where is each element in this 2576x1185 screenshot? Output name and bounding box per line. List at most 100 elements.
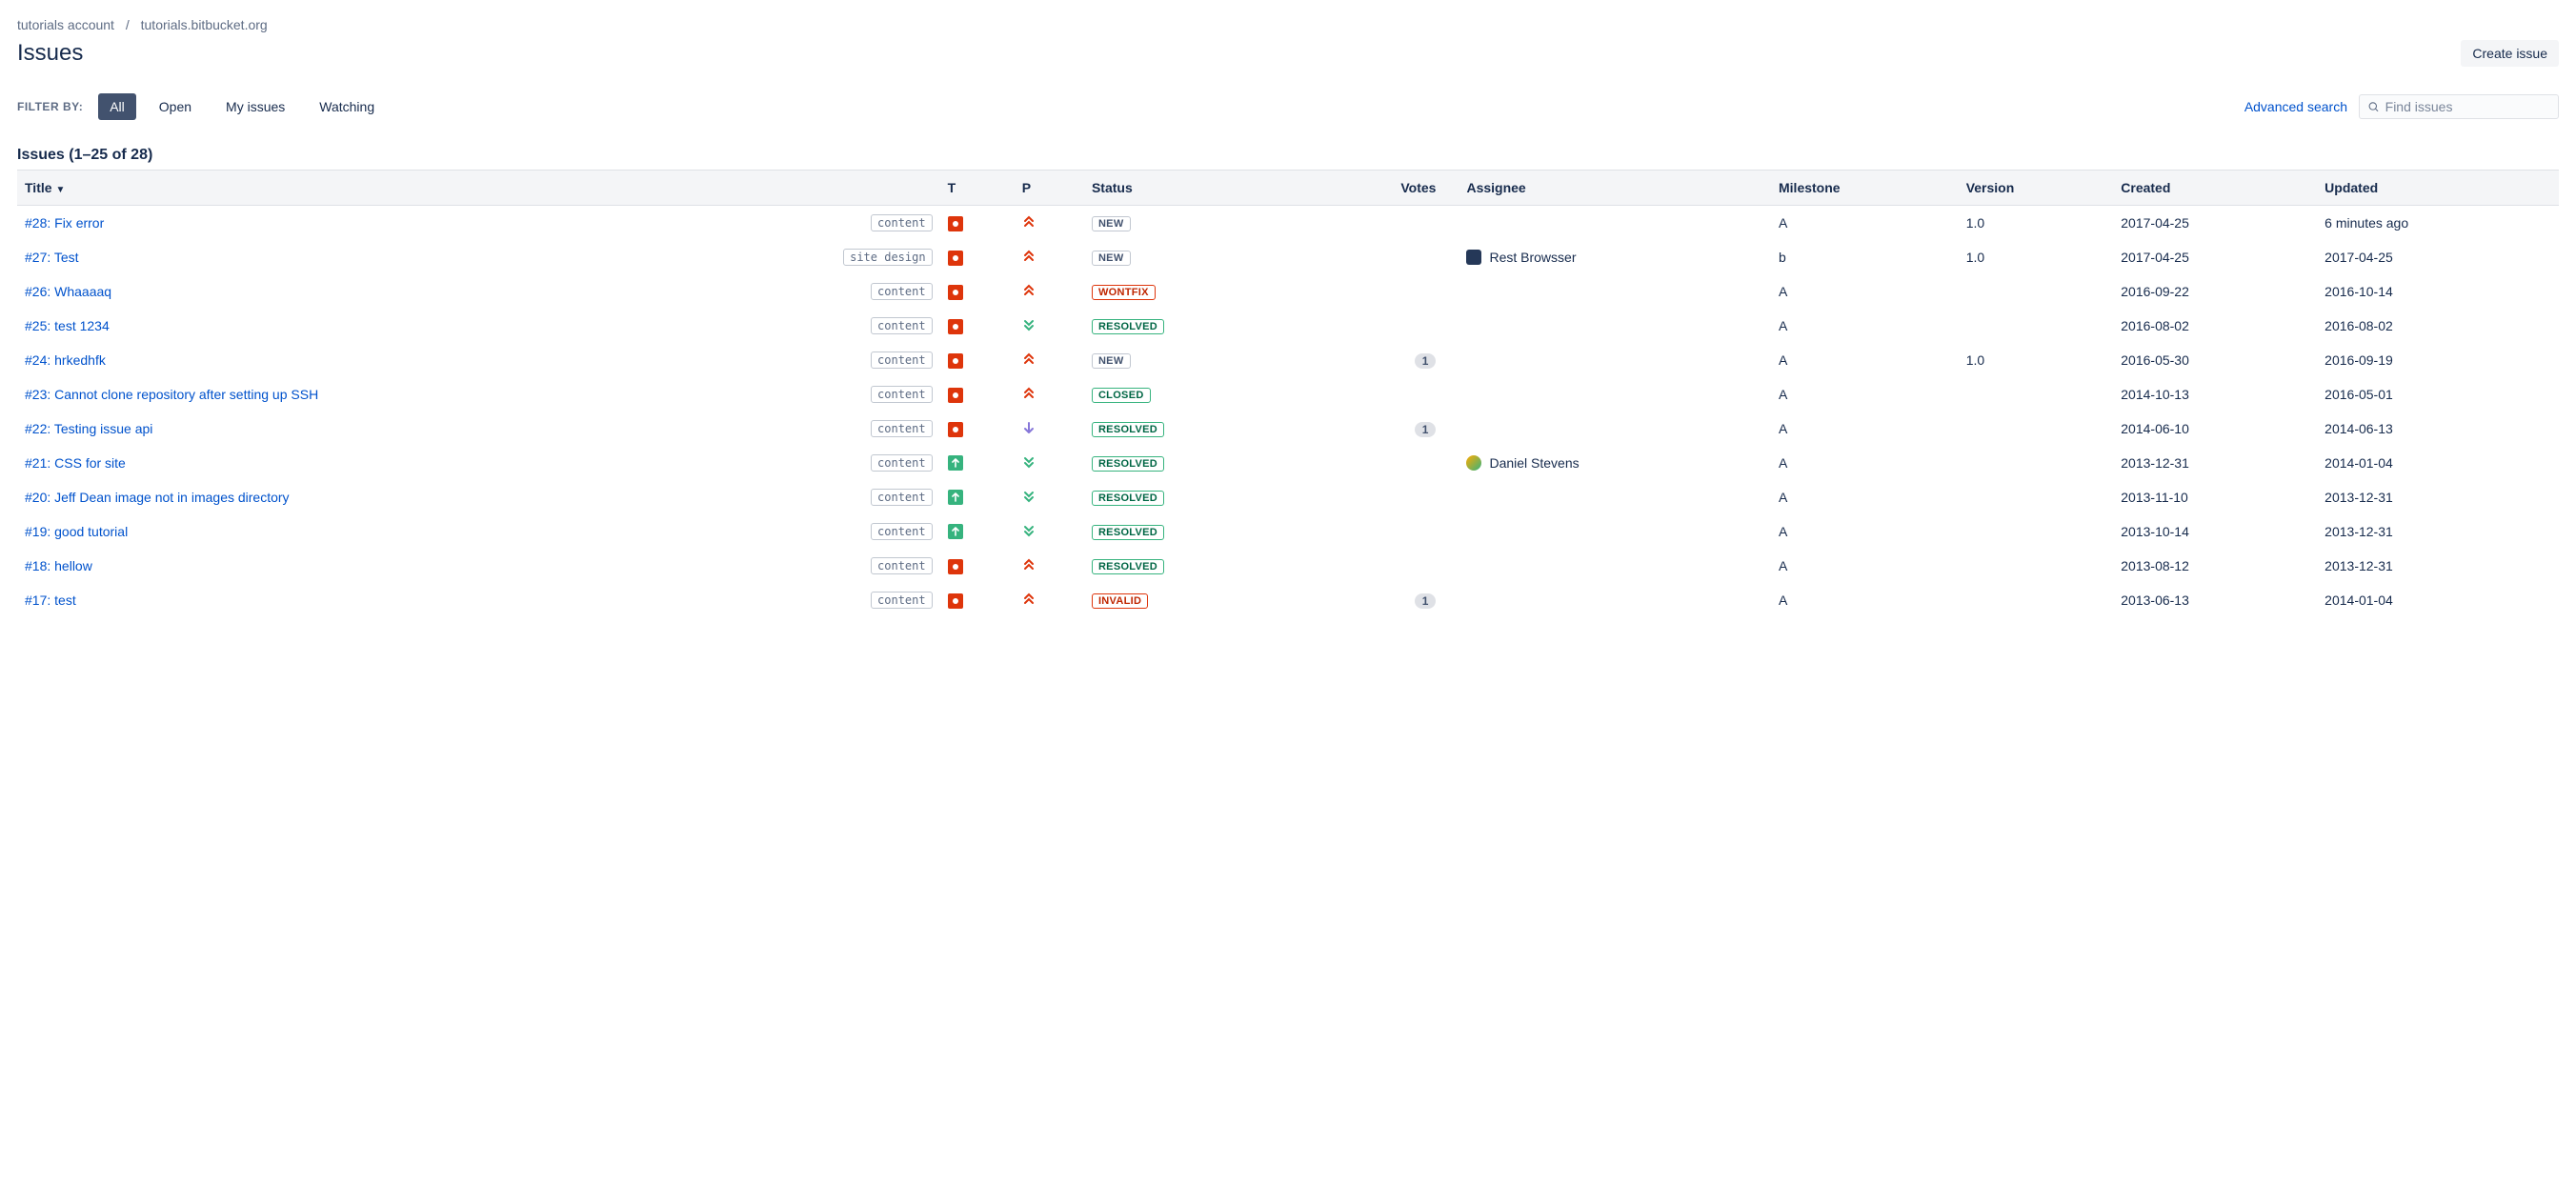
table-row: #25: test 1234 content RESOLVED A 2016-0… (17, 309, 2559, 343)
created-cell: 2013-10-14 (2113, 514, 2317, 549)
filter-tab-my-issues[interactable]: My issues (214, 93, 296, 120)
search-input[interactable] (2385, 99, 2550, 114)
updated-cell: 2013-12-31 (2317, 549, 2559, 583)
priority-cell (1015, 480, 1084, 514)
created-cell: 2013-12-31 (2113, 446, 2317, 480)
created-cell: 2013-11-10 (2113, 480, 2317, 514)
table-row: #23: Cannot clone repository after setti… (17, 377, 2559, 412)
issue-link[interactable]: #23: Cannot clone repository after setti… (25, 387, 318, 402)
assignee-cell (1459, 377, 1771, 412)
breadcrumb-repo[interactable]: tutorials.bitbucket.org (141, 17, 268, 32)
component-tag[interactable]: content (871, 523, 933, 540)
created-cell: 2014-10-13 (2113, 377, 2317, 412)
table-row: #28: Fix error content NEW A 1.0 2017-04… (17, 206, 2559, 241)
component-tag[interactable]: content (871, 351, 933, 369)
issue-link[interactable]: #18: hellow (25, 558, 92, 573)
status-badge: RESOLVED (1092, 525, 1164, 540)
milestone-cell: A (1771, 274, 1959, 309)
version-cell (1959, 583, 2114, 617)
component-tag[interactable]: content (871, 420, 933, 437)
assignee-cell: Rest Browsser (1459, 240, 1771, 274)
component-tag[interactable]: content (871, 557, 933, 574)
bug-icon (948, 353, 963, 369)
issue-link[interactable]: #27: Test (25, 250, 79, 265)
bug-icon (948, 216, 963, 231)
priority-cell (1015, 549, 1084, 583)
issue-link[interactable]: #25: test 1234 (25, 318, 110, 333)
priority-cell (1015, 274, 1084, 309)
component-tag[interactable]: content (871, 489, 933, 506)
status-badge: RESOLVED (1092, 491, 1164, 506)
advanced-search-link[interactable]: Advanced search (2244, 99, 2347, 114)
avatar (1466, 250, 1481, 265)
issue-link[interactable]: #19: good tutorial (25, 524, 128, 539)
col-votes[interactable]: Votes (1298, 171, 1459, 206)
avatar (1466, 455, 1481, 471)
priority-icon (1022, 352, 1036, 366)
created-cell: 2017-04-25 (2113, 206, 2317, 241)
improvement-icon (948, 455, 963, 471)
issues-table: Title▼ T P Status Votes Assignee Milesto… (17, 170, 2559, 617)
breadcrumb-account[interactable]: tutorials account (17, 17, 114, 32)
component-tag[interactable]: content (871, 386, 933, 403)
issue-link[interactable]: #22: Testing issue api (25, 421, 152, 436)
create-issue-button[interactable]: Create issue (2461, 40, 2559, 67)
updated-cell: 6 minutes ago (2317, 206, 2559, 241)
col-assignee[interactable]: Assignee (1459, 171, 1771, 206)
created-cell: 2016-05-30 (2113, 343, 2317, 377)
votes-cell (1298, 446, 1459, 480)
created-cell: 2013-06-13 (2113, 583, 2317, 617)
priority-icon (1022, 284, 1036, 297)
filter-tab-all[interactable]: All (98, 93, 136, 120)
created-cell: 2013-08-12 (2113, 549, 2317, 583)
col-version[interactable]: Version (1959, 171, 2114, 206)
votes-cell (1298, 480, 1459, 514)
votes-cell (1298, 377, 1459, 412)
component-tag[interactable]: content (871, 214, 933, 231)
col-created[interactable]: Created (2113, 171, 2317, 206)
bug-icon (948, 559, 963, 574)
component-tag[interactable]: content (871, 454, 933, 472)
issue-link[interactable]: #21: CSS for site (25, 455, 126, 471)
col-type[interactable]: T (940, 171, 1015, 206)
vote-count-badge: 1 (1415, 593, 1437, 609)
component-tag[interactable]: site design (843, 249, 932, 266)
votes-cell (1298, 206, 1459, 241)
col-title[interactable]: Title▼ (17, 171, 940, 206)
version-cell (1959, 274, 2114, 309)
col-milestone[interactable]: Milestone (1771, 171, 1959, 206)
priority-cell (1015, 412, 1084, 446)
filter-tab-watching[interactable]: Watching (308, 93, 386, 120)
assignee-name: Daniel Stevens (1489, 455, 1579, 471)
status-badge: NEW (1092, 251, 1131, 266)
updated-cell: 2014-01-04 (2317, 583, 2559, 617)
component-tag[interactable]: content (871, 592, 933, 609)
milestone-cell: A (1771, 549, 1959, 583)
col-priority[interactable]: P (1015, 171, 1084, 206)
type-cell (940, 446, 1015, 480)
priority-icon (1022, 455, 1036, 469)
type-cell (940, 343, 1015, 377)
votes-cell (1298, 240, 1459, 274)
priority-cell (1015, 583, 1084, 617)
updated-cell: 2013-12-31 (2317, 480, 2559, 514)
issue-link[interactable]: #28: Fix error (25, 215, 104, 231)
filter-by-label: FILTER BY: (17, 100, 83, 113)
search-box[interactable] (2359, 94, 2559, 119)
milestone-cell: A (1771, 514, 1959, 549)
milestone-cell: A (1771, 343, 1959, 377)
milestone-cell: A (1771, 446, 1959, 480)
filter-tab-open[interactable]: Open (148, 93, 203, 120)
issue-link[interactable]: #26: Whaaaaq (25, 284, 111, 299)
votes-cell (1298, 549, 1459, 583)
type-cell (940, 412, 1015, 446)
issue-link[interactable]: #24: hrkedhfk (25, 352, 106, 368)
issue-link[interactable]: #17: test (25, 592, 76, 608)
issue-link[interactable]: #20: Jeff Dean image not in images direc… (25, 490, 290, 505)
col-updated[interactable]: Updated (2317, 171, 2559, 206)
component-tag[interactable]: content (871, 283, 933, 300)
votes-cell: 1 (1298, 343, 1459, 377)
bug-icon (948, 285, 963, 300)
component-tag[interactable]: content (871, 317, 933, 334)
col-status[interactable]: Status (1084, 171, 1298, 206)
